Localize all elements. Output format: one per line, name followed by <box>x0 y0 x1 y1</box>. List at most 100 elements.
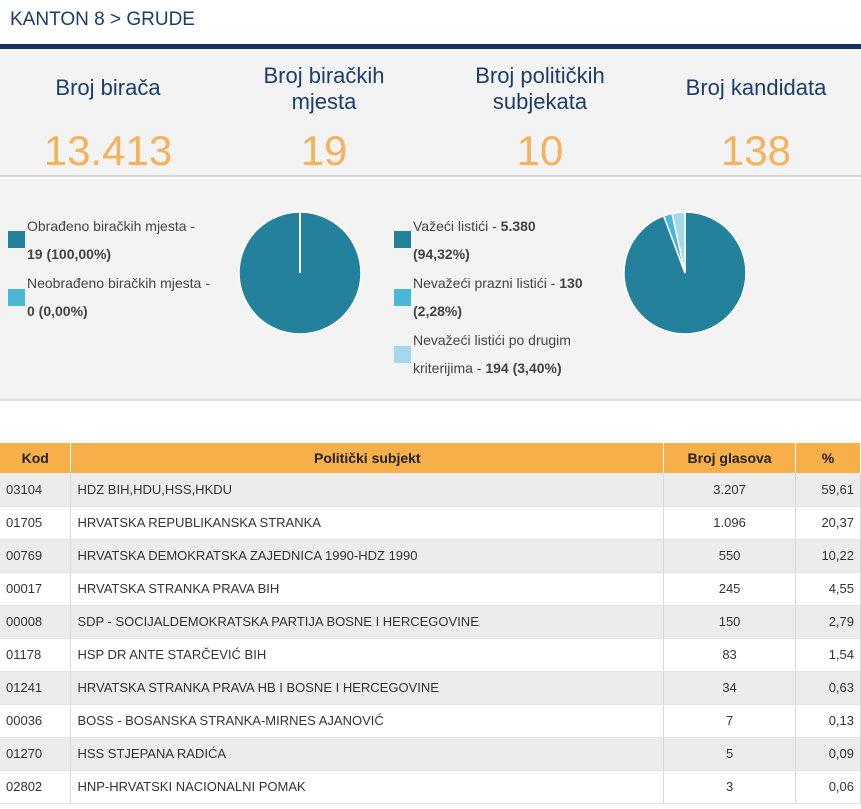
cell-percent: 1,54 <box>795 638 861 672</box>
cell-party: HSP DR ANTE STARČEVIĆ BIH <box>70 638 665 672</box>
cell-code: 00008 <box>0 605 72 639</box>
legend-invalid-blank-line2: (2,28%) <box>413 297 583 325</box>
cell-votes: 7 <box>663 704 796 738</box>
legend-swatch-invalid-other <box>394 346 411 363</box>
cell-code: 00769 <box>0 539 72 573</box>
cell-code: 03104 <box>0 473 72 507</box>
ballots-pie-chart <box>623 211 747 335</box>
cell-percent: 0,13 <box>795 704 861 738</box>
cell-percent: 10,22 <box>795 539 861 573</box>
table-row: 00017 HRVATSKA STRANKA PRAVA BIH 245 4,55 <box>0 572 861 606</box>
cell-party: HSS STJEPANA RADIĆA <box>70 737 665 771</box>
cell-party: HNP-HRVATSKI NACIONALNI POMAK <box>70 770 665 804</box>
legend-valid-count: 5.380 <box>500 218 536 234</box>
header-votes[interactable]: Broj glasova <box>663 443 796 473</box>
stat-voters: Broj birača 13.413 <box>0 49 216 175</box>
table-row: 01270 HSS STJEPANA RADIĆA 5 0,09 <box>0 737 861 771</box>
table-row: 02802 HNP-HRVATSKI NACIONALNI POMAK 3 0,06 <box>0 770 861 804</box>
legend-valid-percent: (94,32%) <box>413 246 470 262</box>
ballots-pie-slice-2[interactable] <box>671 211 686 274</box>
legend-valid-text: Važeći listići - <box>413 218 501 234</box>
stat-political-subjects-label-2: subjekata <box>492 89 588 114</box>
legend-swatch-valid <box>394 231 411 248</box>
cell-code: 01705 <box>0 506 72 540</box>
cell-party: HRVATSKA STRANKA PRAVA HB I BOSNE I HERC… <box>70 671 665 705</box>
cell-votes: 245 <box>663 572 796 606</box>
cell-percent: 59,61 <box>795 473 861 507</box>
legend-processed: Obrađeno biračkih mjesta - 19 (100,00%) <box>27 212 195 268</box>
stats-panel: Broj birača 13.413 Broj biračkih mjesta … <box>0 49 861 177</box>
legend-invalid-blank-line1: Nevažeći prazni listići - 130 <box>413 269 583 297</box>
legend-unprocessed-value: 0 (0,00%) <box>27 303 88 319</box>
legend-unprocessed: Neobrađeno biračkih mjesta - 0 (0,00%) <box>27 269 210 325</box>
table-row: 00036 BOSS - BOSANSKA STRANKA-MIRNES AJAN… <box>0 704 861 738</box>
cell-party: HDZ BIH,HDU,HSS,HKDU <box>70 473 665 507</box>
cell-party: HRVATSKA DEMOKRATSKA ZAJEDNICA 1990-HDZ … <box>70 539 665 573</box>
cell-votes: 1.096 <box>663 506 796 540</box>
cell-code: 00017 <box>0 572 72 606</box>
legend-invalid-other-text: Nevažeći listići po drugim <box>413 332 571 348</box>
stat-political-subjects-value: 10 <box>516 127 564 174</box>
cell-party: SDP - SOCIJALDEMOKRATSKA PARTIJA BOSNE I… <box>70 605 665 639</box>
cell-code: 02802 <box>0 770 72 804</box>
cell-percent: 0,63 <box>795 671 861 705</box>
legend-invalid-blank: Nevažeći prazni listići - 130 (2,28%) <box>413 269 583 325</box>
cell-code: 00036 <box>0 704 72 738</box>
table-row: 01705 HRVATSKA REPUBLIKANSKA STRANKA 1.096… <box>0 506 861 540</box>
cell-percent: 4,55 <box>795 572 861 606</box>
stat-polling-stations-label-2: mjesta <box>291 89 357 114</box>
header-percent[interactable]: % <box>795 443 861 473</box>
legend-invalid-other-value: 194 (3,40%) <box>485 360 562 376</box>
cell-votes: 83 <box>663 638 796 672</box>
stat-political-subjects: Broj političkih subjekata 10 <box>432 49 648 175</box>
breadcrumb-municipality: GRUDE <box>126 9 195 30</box>
table-row: 03104 HDZ BIH,HDU,HSS,HKDU 3.207 59,61 <box>0 473 861 507</box>
legend-swatch-processed <box>8 231 25 248</box>
legend-valid: Važeći listići - 5.380 (94,32%) <box>413 212 536 268</box>
cell-code: 01241 <box>0 671 72 705</box>
legend-swatch-unprocessed <box>8 289 25 306</box>
stat-polling-stations-label-1: Broj biračkih <box>263 63 385 88</box>
header-party[interactable]: Politički subjekt <box>70 443 665 473</box>
table-row: 00769 HRVATSKA DEMOKRATSKA ZAJEDNICA 1990… <box>0 539 861 573</box>
stat-polling-stations-value: 19 <box>300 127 348 174</box>
stat-voters-label: Broj birača <box>55 75 161 100</box>
stat-voters-value: 13.413 <box>43 127 173 174</box>
stat-polling-stations: Broj biračkih mjesta 19 <box>216 49 432 175</box>
legend-invalid-other-text-2: kriterijima - <box>413 360 486 376</box>
cell-percent: 0,06 <box>795 770 861 804</box>
stat-political-subjects-label-1: Broj političkih <box>475 63 605 88</box>
legend-processed-line2: 19 (100,00%) <box>27 240 195 268</box>
legend-invalid-other-line2: kriterijima - 194 (3,40%) <box>413 354 571 382</box>
legend-invalid-blank-count: 130 <box>559 275 583 291</box>
cell-party: HRVATSKA REPUBLIKANSKA STRANKA <box>70 506 665 540</box>
cell-votes: 3.207 <box>663 473 796 507</box>
legend-valid-line2: (94,32%) <box>413 240 536 268</box>
stat-candidates: Broj kandidata 138 <box>648 49 861 175</box>
cell-code: 01178 <box>0 638 72 672</box>
cell-votes: 3 <box>663 770 796 804</box>
legend-unprocessed-line1: Neobrađeno biračkih mjesta - <box>27 275 210 291</box>
cell-votes: 150 <box>663 605 796 639</box>
table-row: 00008 SDP - SOCIJALDEMOKRATSKA PARTIJA BO… <box>0 605 861 639</box>
legend-invalid-other: Nevažeći listići po drugim kriterijima -… <box>413 326 571 382</box>
results-table: Kod Politički subjekt Broj glasova % 031… <box>0 443 861 804</box>
breadcrumb-region[interactable]: KANTON 8 <box>10 9 105 30</box>
stat-candidates-value: 138 <box>720 127 792 174</box>
cell-percent: 2,79 <box>795 605 861 639</box>
breadcrumb: KANTON 8 > GRUDE <box>0 0 861 44</box>
table-header-row: Kod Politički subjekt Broj glasova % <box>0 443 861 473</box>
legend-swatch-invalid-blank <box>394 289 411 306</box>
legend-unprocessed-line2: 0 (0,00%) <box>27 297 210 325</box>
legend-invalid-blank-text: Nevažeći prazni listići - <box>413 275 560 291</box>
header-code[interactable]: Kod <box>0 443 72 473</box>
table-row: 01241 HRVATSKA STRANKA PRAVA HB I BOSNE I… <box>0 671 861 705</box>
cell-votes: 34 <box>663 671 796 705</box>
cell-votes: 5 <box>663 737 796 771</box>
cell-percent: 0,09 <box>795 737 861 771</box>
cell-party: BOSS - BOSANSKA STRANKA-MIRNES AJANOVIĆ <box>70 704 665 738</box>
stat-candidates-label: Broj kandidata <box>685 75 827 100</box>
cell-code: 01270 <box>0 737 72 771</box>
cell-party: HRVATSKA STRANKA PRAVA BIH <box>70 572 665 606</box>
cell-percent: 20,37 <box>795 506 861 540</box>
